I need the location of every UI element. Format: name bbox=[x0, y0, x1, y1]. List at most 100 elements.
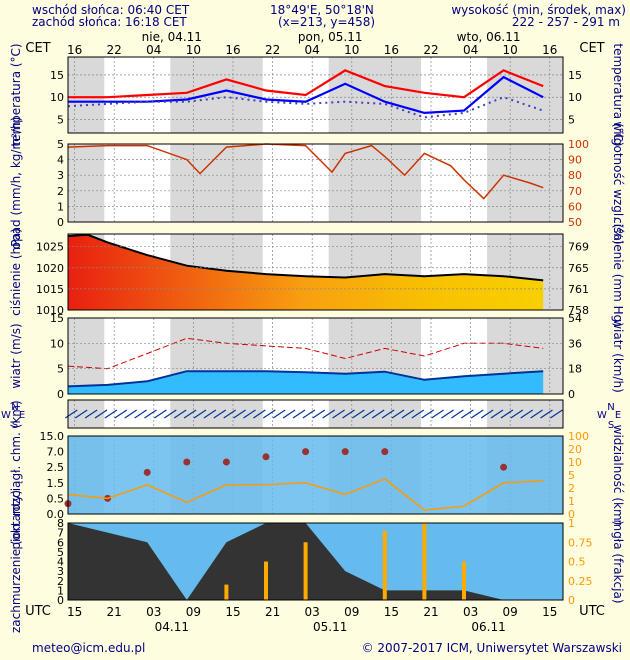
panel-1-night-band-0 bbox=[68, 144, 105, 222]
cloudiness-tick-left: 6 bbox=[57, 536, 64, 549]
utc-axis-label-right: UTC bbox=[579, 604, 605, 619]
cloudiness-tick-left: 5 bbox=[57, 546, 64, 559]
panel-0-night-band-2 bbox=[328, 57, 422, 133]
cet-tick-label: 04 bbox=[305, 43, 320, 57]
cloud-base-label-left: pion. rozciągł. chm. (km) bbox=[9, 400, 23, 549]
wind-tick-left: 5 bbox=[57, 363, 64, 376]
cloud-top-point bbox=[222, 458, 230, 466]
cloud-base-tick-left: 15.0 bbox=[40, 430, 65, 443]
panel-0-night-band-3 bbox=[487, 57, 563, 133]
panel-2-frame bbox=[67, 233, 564, 311]
wind-direction-arrow bbox=[292, 409, 306, 419]
wind-direction-arrow bbox=[451, 409, 464, 419]
wind-tick-left: 0 bbox=[57, 388, 64, 401]
humidity-tick-right: 60 bbox=[568, 200, 582, 213]
utc-axis-label-left: UTC bbox=[25, 604, 51, 619]
utc-tick-label: 03 bbox=[463, 605, 478, 619]
footer-email[interactable]: meteo@icm.edu.pl bbox=[32, 641, 146, 655]
cet-tick-label: 10 bbox=[344, 43, 359, 57]
panel-4-frame bbox=[67, 399, 564, 429]
wind-direction-arrow bbox=[352, 409, 365, 419]
cet-tick-label: 22 bbox=[423, 43, 438, 57]
temperature-label-left: temperatura (°C) bbox=[9, 43, 23, 146]
utc-tick-label: 21 bbox=[265, 605, 280, 619]
wind-tick-right: 54 bbox=[568, 312, 582, 325]
cloud-top-point bbox=[500, 463, 508, 471]
humidity-tick-right: 100 bbox=[568, 138, 589, 151]
pressure-tick-left: 1020 bbox=[36, 262, 64, 275]
cloudiness-tick-left: 3 bbox=[57, 565, 64, 578]
humidity-line bbox=[67, 143, 544, 200]
cloudiness-tick-left: 0 bbox=[57, 594, 64, 607]
pressure-label-left: ciśnienie (hPa) bbox=[9, 228, 23, 316]
cloud-top-point bbox=[302, 448, 310, 456]
wind-direction-arrow bbox=[193, 409, 207, 419]
humidity-tick-right: 70 bbox=[568, 185, 582, 198]
fog-bar bbox=[303, 542, 308, 600]
cloudiness-tick-left: 4 bbox=[57, 556, 64, 569]
utc-tick-label: 15 bbox=[67, 605, 82, 619]
visibility-line bbox=[67, 478, 544, 511]
visibility-tick-right: 2 bbox=[568, 482, 575, 495]
wind-direction-arrow bbox=[183, 409, 197, 419]
wind-direction-arrow bbox=[520, 409, 534, 419]
cloud-base-tick-left: 0.5 bbox=[47, 492, 65, 505]
precip-tick-left: 5 bbox=[57, 138, 64, 151]
wind-direction-arrow bbox=[312, 409, 326, 419]
fog-bar bbox=[224, 584, 229, 600]
wind-direction-arrow bbox=[550, 409, 563, 419]
temperature-tick-left: 5 bbox=[57, 114, 64, 127]
wind-direction-arrow bbox=[490, 409, 504, 419]
sunset-text: zachód słońca: 16:18 CET bbox=[32, 15, 187, 29]
pressure-tick-left: 1015 bbox=[36, 283, 64, 296]
wind-direction-arrow bbox=[94, 409, 108, 419]
humidity-tick-right: 90 bbox=[568, 154, 582, 167]
fog-tick-right: 0.5 bbox=[568, 556, 586, 569]
cet-tick-label: 22 bbox=[107, 43, 122, 57]
visibility-tick-right: 10 bbox=[568, 456, 582, 469]
panel-3-frame bbox=[67, 317, 564, 395]
wind-direction-arrow bbox=[114, 409, 128, 419]
panel-6-frame bbox=[67, 522, 564, 601]
cet-axis-label-left: CET bbox=[25, 41, 50, 56]
panel-3-night-band-0 bbox=[68, 318, 105, 394]
cet-tick-label: 22 bbox=[265, 43, 280, 57]
wind-direction-arrow bbox=[401, 409, 415, 419]
coordinates-text: 18°49'E, 50°18'N bbox=[270, 3, 374, 17]
wind-direction-arrow bbox=[391, 409, 405, 419]
utc-tick-label: 21 bbox=[107, 605, 122, 619]
wind-direction-arrow bbox=[144, 409, 157, 419]
utc-tick-label: 03 bbox=[305, 605, 320, 619]
utc-tick-label: 09 bbox=[186, 605, 201, 619]
cloud-top-point bbox=[381, 448, 389, 456]
fog-bar bbox=[422, 523, 427, 600]
wind-direction-arrow bbox=[74, 409, 88, 419]
grid-point-text: (x=213, y=458) bbox=[278, 15, 376, 29]
utc-tick-label: 15 bbox=[225, 605, 240, 619]
wind-direction-arrow bbox=[470, 409, 484, 419]
pressure-line bbox=[67, 233, 544, 282]
cloud-top-point bbox=[183, 458, 191, 466]
compass-right-S: S bbox=[608, 420, 614, 431]
precip-tick-left: 0 bbox=[57, 216, 64, 229]
panel-5-frame bbox=[67, 435, 564, 515]
wind-direction-arrow bbox=[441, 409, 454, 419]
panel-4-night-band-1 bbox=[170, 400, 263, 428]
fog-tick-right: 1 bbox=[568, 517, 575, 530]
wind-direction-arrow bbox=[431, 409, 444, 419]
panel-1-night-band-3 bbox=[487, 144, 563, 222]
cet-tick-label: 16 bbox=[542, 43, 557, 57]
compass-right-E: E bbox=[615, 410, 621, 421]
compass-right-N: N bbox=[607, 402, 614, 413]
temperature-tick-right: 5 bbox=[568, 114, 575, 127]
top-day-label: pon, 05.11 bbox=[298, 30, 363, 44]
wind-direction-arrow bbox=[104, 409, 118, 419]
utc-tick-label: 15 bbox=[542, 605, 557, 619]
wind-tick-left: 15 bbox=[50, 312, 64, 325]
wind-direction-arrow bbox=[500, 409, 514, 419]
wind-direction-arrow bbox=[163, 409, 177, 419]
cet-tick-label: 04 bbox=[463, 43, 478, 57]
utc-tick-label: 15 bbox=[384, 605, 399, 619]
temperature-tick-right: 10 bbox=[568, 91, 582, 104]
